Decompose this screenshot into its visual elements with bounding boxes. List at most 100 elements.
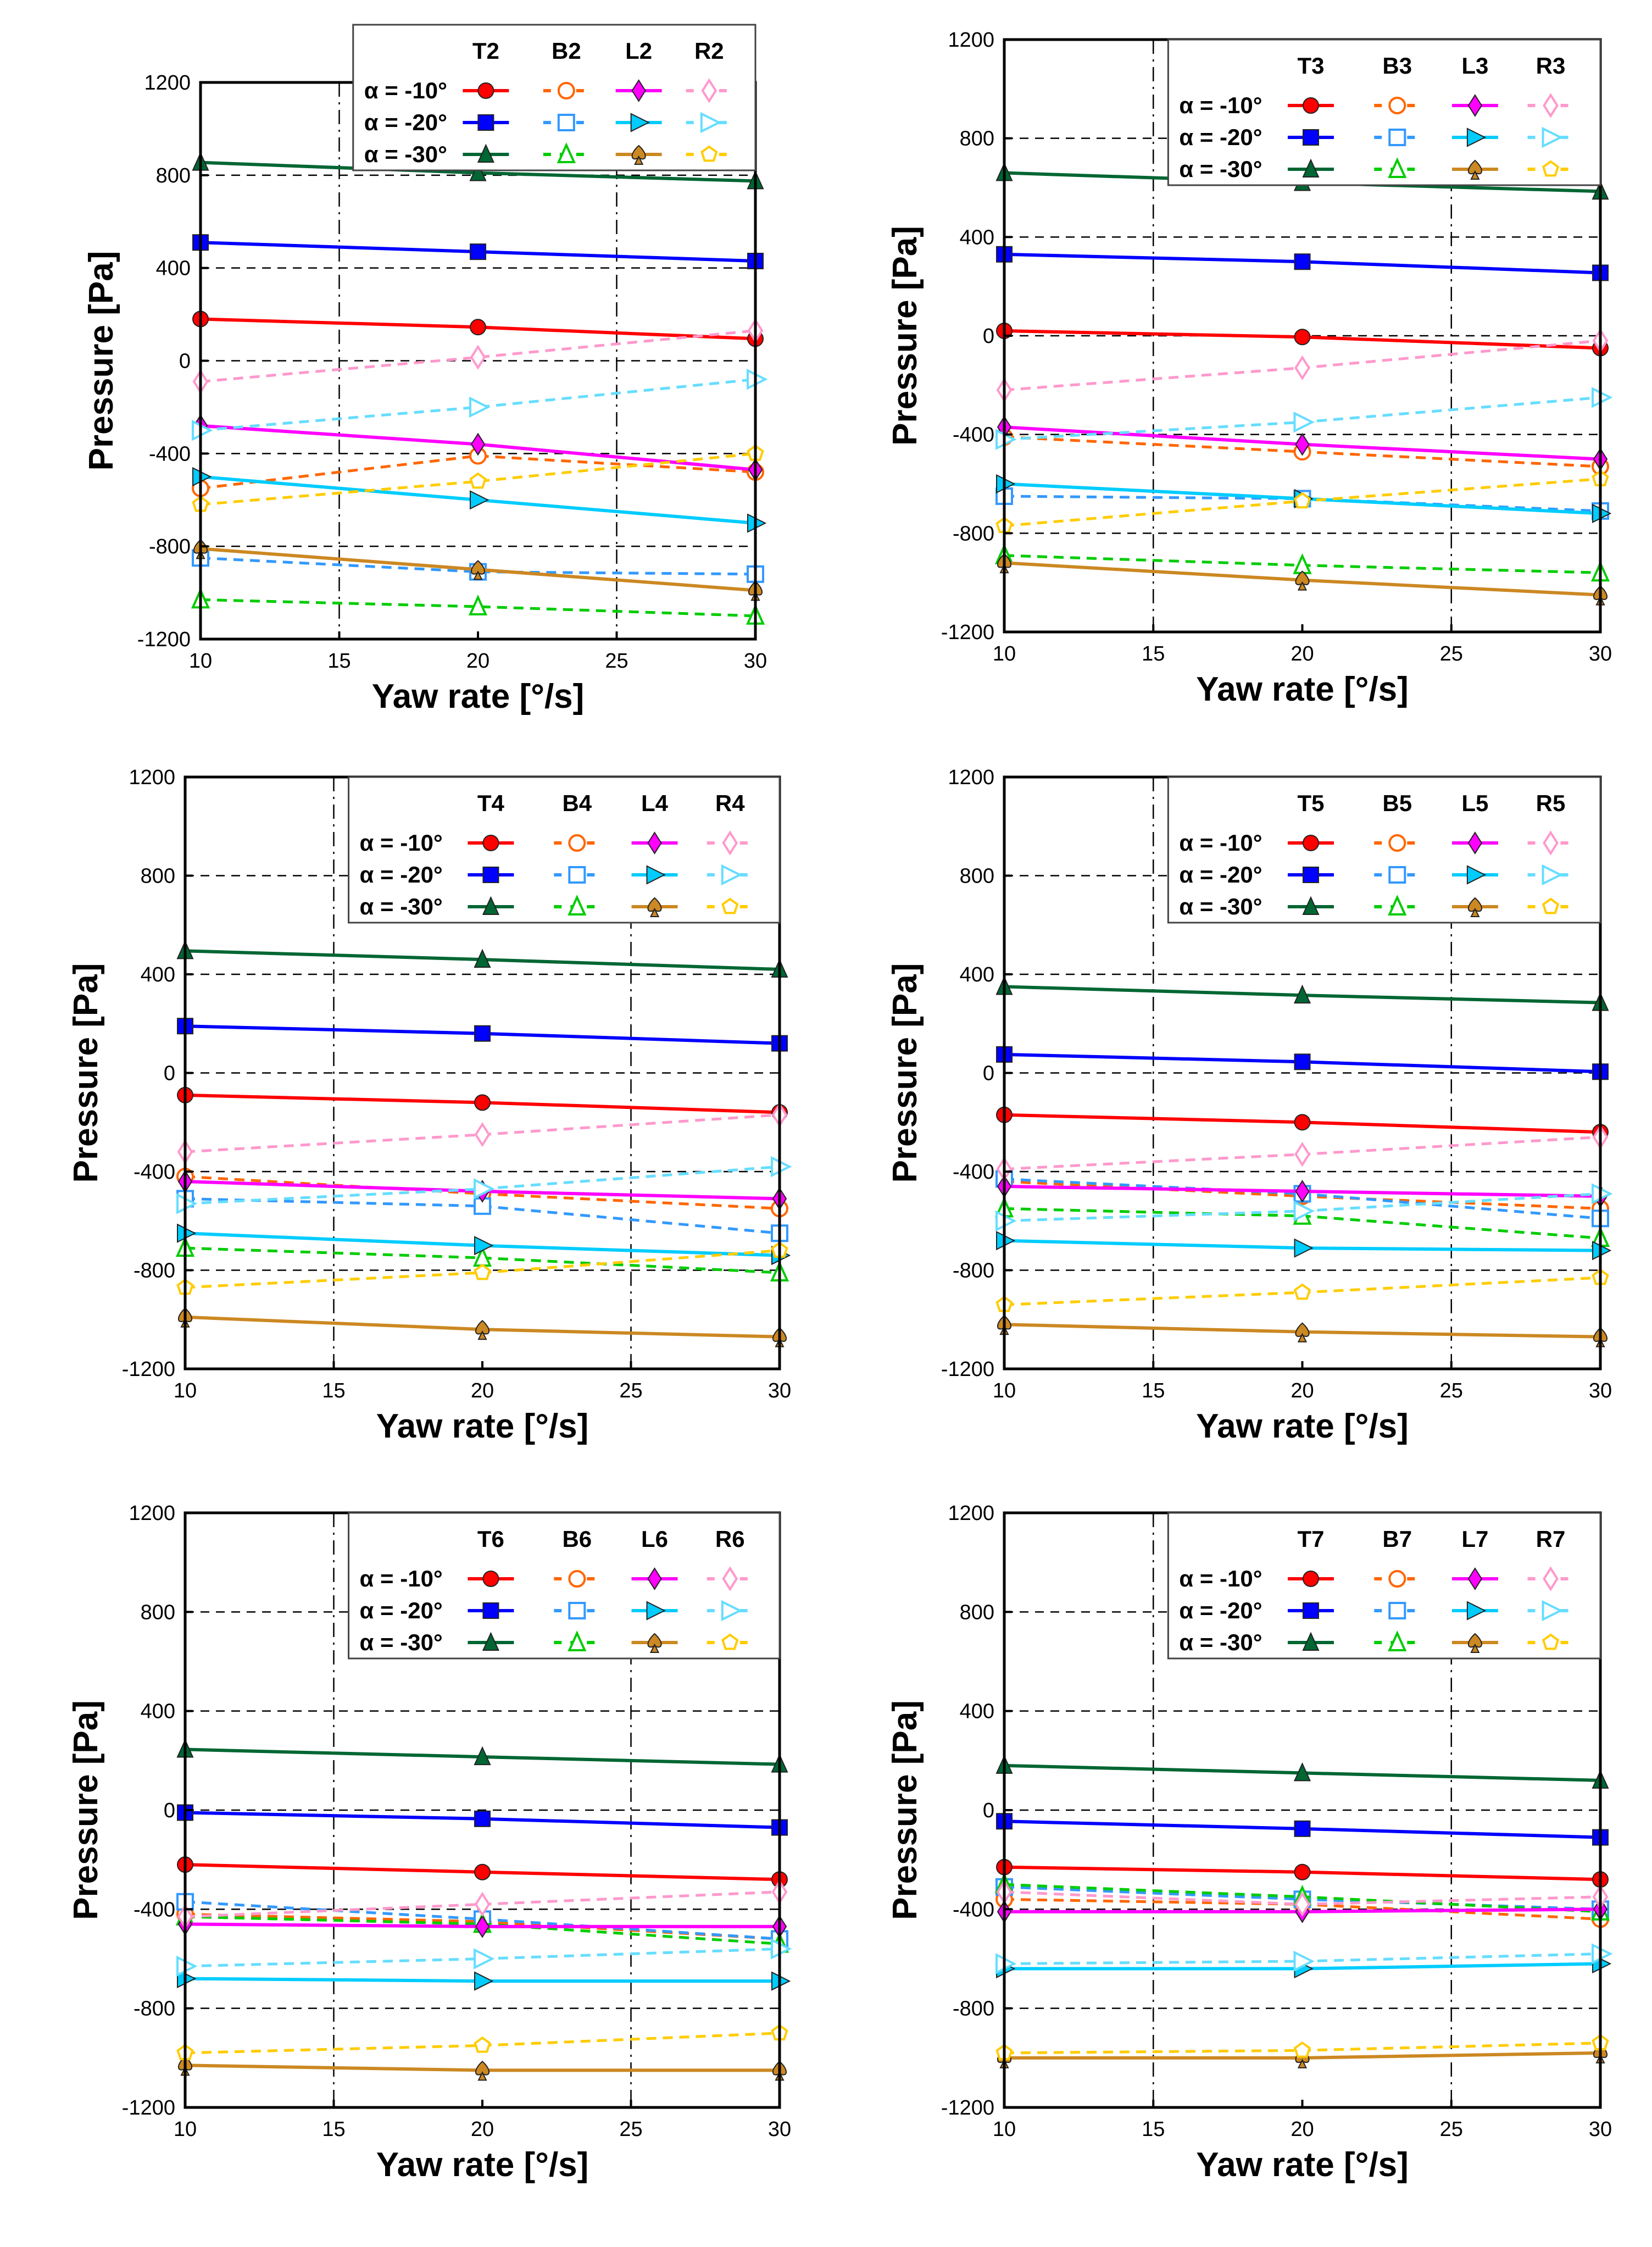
legend-row-label: α = -20° (1179, 124, 1262, 150)
x-tick-label: 25 (1440, 642, 1463, 665)
data-point (471, 560, 485, 580)
data-point (1293, 1950, 1315, 1972)
legend-column-header: L4 (641, 790, 669, 816)
y-axis-label: Pressure [Pa] (886, 963, 924, 1183)
x-tick-label: 20 (471, 2118, 494, 2141)
data-point (470, 432, 486, 456)
legend-marker (721, 897, 739, 914)
x-tick-label: 20 (1291, 1379, 1314, 1402)
legend-marker (568, 1602, 586, 1619)
series-L6-20- (177, 1968, 791, 1991)
series-L6-30- (178, 2056, 787, 2081)
data-point (1293, 1283, 1311, 1300)
y-tick-label: -400 (134, 1161, 175, 1184)
legend-marker (646, 865, 666, 885)
legend-marker (631, 79, 646, 102)
legend-marker (477, 114, 494, 131)
legend-row-label: α = -10° (360, 830, 443, 856)
x-axis-label: Yaw rate [°/s] (1196, 670, 1409, 708)
legend-marker (1542, 897, 1560, 914)
series-L3-30- (997, 553, 1607, 606)
legend-column-header: R3 (1536, 53, 1566, 79)
legend-marker (646, 1601, 666, 1621)
series-T6-30- (176, 1739, 788, 1773)
data-point (470, 490, 490, 510)
y-tick-label: -800 (134, 1260, 175, 1283)
legend-column-header: B7 (1382, 1526, 1412, 1552)
legend-box (348, 1512, 781, 1660)
series-T7-10- (996, 1858, 1609, 1888)
y-tick-label: -800 (953, 522, 994, 545)
y-axis-label: Pressure [Pa] (82, 251, 120, 471)
legend-marker (630, 113, 650, 132)
x-tick-label: 30 (768, 1379, 791, 1402)
series-L5-20- (996, 1231, 1612, 1261)
legend-marker (1466, 865, 1487, 885)
y-tick-label: 800 (960, 1601, 994, 1624)
legend-marker (477, 143, 494, 163)
data-point (1294, 329, 1311, 346)
legend-marker (1467, 94, 1483, 117)
legend-marker (631, 145, 646, 165)
legend-marker (557, 82, 575, 99)
y-tick-label: -800 (134, 1998, 175, 2021)
x-axis-label: Yaw rate [°/s] (372, 678, 585, 715)
series-R2-20- (192, 369, 768, 441)
series-T7-20- (996, 1813, 1609, 1846)
legend-row-label: α = -20° (364, 109, 447, 135)
legend-row-label: α = -10° (1179, 1566, 1262, 1591)
legend-marker (647, 897, 662, 917)
y-tick-label: -400 (134, 1898, 175, 1921)
series-L5-30- (997, 1314, 1607, 1347)
y-tick-label: 400 (156, 257, 191, 280)
x-tick-label: 25 (1440, 2118, 1463, 2141)
y-tick-label: -800 (953, 1260, 994, 1283)
y-tick-label: -800 (149, 535, 191, 558)
legend-marker (1543, 93, 1559, 118)
x-tick-label: 30 (1589, 2118, 1612, 2141)
data-point (474, 1971, 494, 1991)
series-T5-20- (996, 1046, 1609, 1080)
series-R5-30- (995, 1268, 1609, 1312)
data-point (1293, 984, 1311, 1004)
legend-marker (1467, 159, 1482, 180)
x-axis-label: Yaw rate [°/s] (376, 2146, 589, 2184)
series-R4-20- (176, 1156, 792, 1214)
series-T4-20- (177, 1018, 788, 1052)
data-point (468, 595, 488, 615)
legend-row-label: α = -20° (360, 862, 443, 887)
legend-column-header: L5 (1461, 790, 1488, 816)
data-point (469, 162, 487, 181)
data-point (1294, 1114, 1311, 1131)
legend-column-header: T4 (477, 790, 505, 816)
legend-marker (568, 866, 586, 884)
legend-box (1167, 776, 1601, 924)
data-point (474, 1746, 491, 1766)
x-tick-label: 15 (327, 650, 351, 673)
y-tick-label: 1200 (948, 766, 994, 789)
series-line (200, 329, 756, 383)
legend-marker (482, 896, 499, 915)
legend-column-header: T5 (1297, 790, 1324, 816)
legend-marker (1388, 834, 1406, 852)
series-R3-30- (995, 470, 1609, 534)
y-tick-label: -1200 (941, 621, 994, 644)
legend-box (1167, 1512, 1601, 1660)
legend-marker (1302, 867, 1319, 883)
data-point (475, 1915, 490, 1938)
legend-box (1167, 38, 1601, 186)
series-T5-10- (996, 1106, 1609, 1141)
series-B2-30- (191, 587, 765, 625)
legend-marker (1542, 1633, 1560, 1650)
x-tick-label: 15 (322, 1379, 345, 1402)
y-tick-label: 400 (960, 963, 994, 986)
data-point (1294, 1238, 1314, 1258)
y-tick-label: 800 (141, 865, 175, 888)
series-T3-20- (996, 246, 1609, 281)
x-tick-label: 10 (993, 1379, 1016, 1402)
x-tick-label: 20 (471, 1379, 494, 1402)
y-tick-label: -1200 (941, 1358, 994, 1381)
series-line (200, 454, 756, 490)
legend-column-header: B5 (1382, 790, 1412, 816)
